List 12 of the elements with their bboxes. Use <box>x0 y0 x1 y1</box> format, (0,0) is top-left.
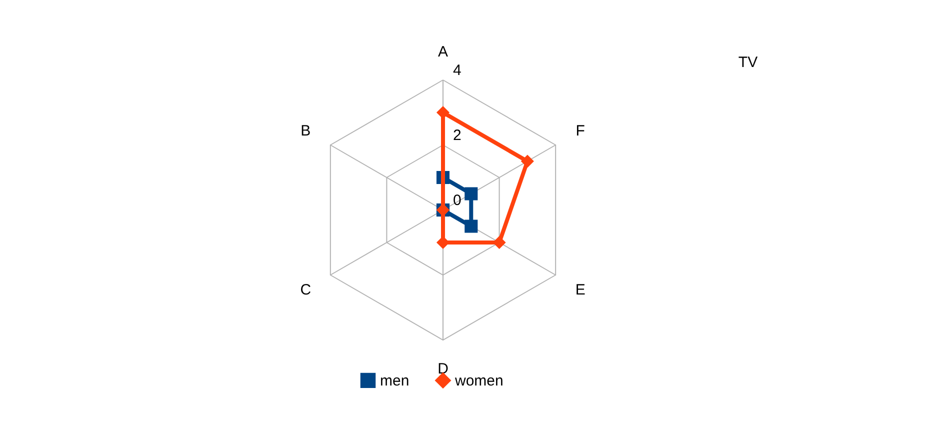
spoke-label: C <box>300 281 312 298</box>
legend-label: men <box>380 372 410 390</box>
spoke-label: D <box>438 360 449 378</box>
spoke-label: E <box>575 281 586 298</box>
y-tick-label: 4 <box>453 62 462 79</box>
legend-label: women <box>454 372 504 390</box>
spoke-label: A <box>438 43 448 60</box>
text: TV <box>738 54 758 71</box>
y-tick-label: 2 <box>453 127 462 144</box>
spoke-label: B <box>300 122 311 140</box>
spoke-label: F <box>576 122 585 140</box>
y-tick-label: 0 <box>453 192 462 209</box>
